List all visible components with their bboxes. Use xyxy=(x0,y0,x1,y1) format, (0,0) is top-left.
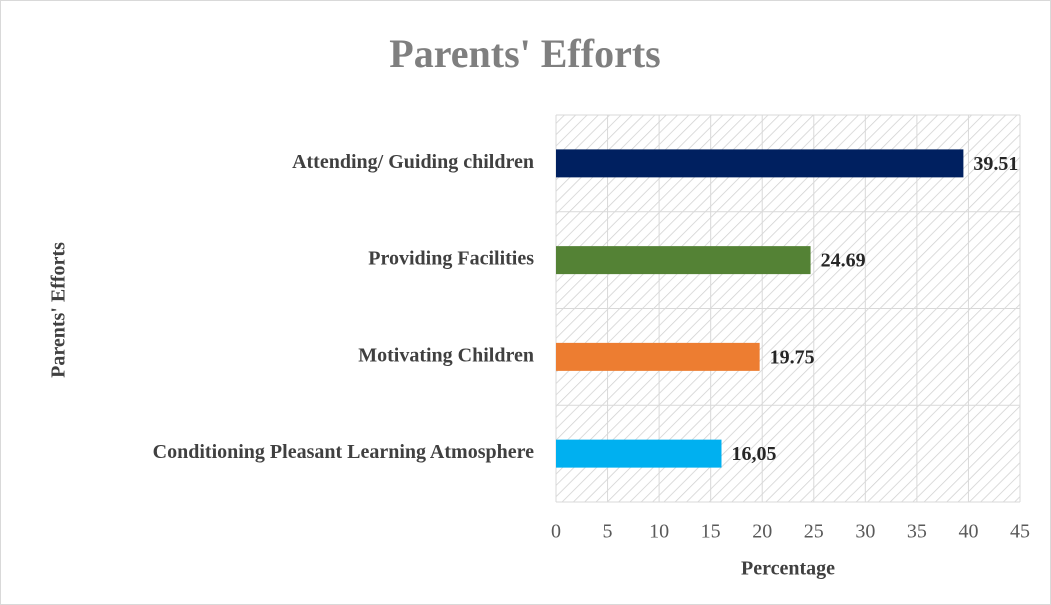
x-axis-label: Percentage xyxy=(741,558,835,580)
x-tick-label: 35 xyxy=(907,521,927,543)
bar xyxy=(556,439,722,468)
x-tick-label: 15 xyxy=(701,521,721,543)
y-tick-label: Conditioning Pleasant Learning Atmospher… xyxy=(153,441,534,463)
bar xyxy=(556,342,760,371)
x-tick-label: 45 xyxy=(1010,521,1030,543)
y-tick-label: Attending/ Guiding children xyxy=(292,151,534,173)
y-axis-label: Parents' Efforts xyxy=(48,242,70,378)
x-tick-label: 20 xyxy=(752,521,772,543)
value-label: 24.69 xyxy=(821,250,866,272)
y-tick-label: Providing Facilities xyxy=(368,248,534,270)
value-label: 19.75 xyxy=(770,346,815,368)
value-label: 16,05 xyxy=(731,443,776,465)
value-label: 39.51 xyxy=(973,153,1018,175)
bar xyxy=(556,246,811,275)
x-tick-label: 40 xyxy=(958,521,978,543)
bar xyxy=(556,149,964,178)
x-tick-label: 30 xyxy=(855,521,875,543)
chart-title: Parents' Efforts xyxy=(389,31,660,76)
x-tick-label: 10 xyxy=(649,521,669,543)
y-tick-label: Motivating Children xyxy=(358,344,534,366)
x-tick-label: 0 xyxy=(551,521,561,543)
x-tick-label: 5 xyxy=(603,521,613,543)
x-tick-label: 25 xyxy=(804,521,824,543)
